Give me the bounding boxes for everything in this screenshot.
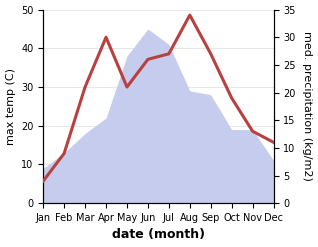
Y-axis label: med. precipitation (kg/m2): med. precipitation (kg/m2) bbox=[302, 31, 313, 181]
X-axis label: date (month): date (month) bbox=[112, 228, 205, 242]
Y-axis label: max temp (C): max temp (C) bbox=[5, 68, 16, 145]
